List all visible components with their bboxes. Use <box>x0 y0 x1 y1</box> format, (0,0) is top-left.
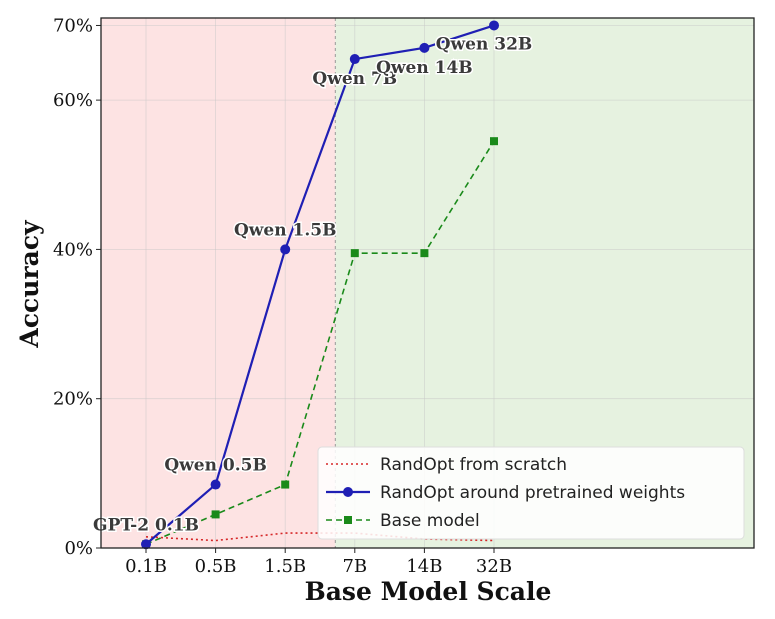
series-line-2 <box>145 140 495 546</box>
series-point-1 <box>349 54 360 65</box>
y-tick-label: 40% <box>53 239 93 260</box>
series-point-1 <box>280 244 291 255</box>
y-tick-label: 0% <box>64 538 93 559</box>
legend-label-1: RandOpt around pretrained weights <box>380 483 685 503</box>
red-region <box>101 18 336 548</box>
legend-marker-1 <box>343 487 353 497</box>
legend-marker-2 <box>344 516 352 524</box>
y-tick-label: 70% <box>53 15 93 36</box>
series-line-1 <box>145 24 495 546</box>
series-point-1 <box>419 42 430 53</box>
series-point-1 <box>210 479 221 490</box>
legend-label-2: Base model <box>380 511 480 531</box>
y-tick-label: 60% <box>53 90 93 111</box>
point-label: Qwen 0.5B <box>164 456 266 476</box>
legend-label-0: RandOpt from scratch <box>380 455 567 475</box>
series-point-2 <box>211 510 220 519</box>
x-axis-title: Base Model Scale <box>305 577 552 606</box>
point-label: Qwen 1.5B <box>234 220 336 240</box>
x-tick-label: 14B <box>406 556 442 577</box>
series-point-2 <box>350 249 359 258</box>
x-tick-label: 0.1B <box>125 556 167 577</box>
series-point-1 <box>489 20 499 31</box>
y-tick-label: 20% <box>53 389 93 410</box>
x-tick-label: 32B <box>476 556 512 577</box>
series-point-2 <box>490 137 498 146</box>
legend-box <box>317 446 745 540</box>
x-tick-label: 7B <box>342 556 367 577</box>
legend: RandOpt from scratch RandOpt around pretr… <box>317 446 745 540</box>
y-axis-title: Accuracy <box>15 219 44 349</box>
series-point-2 <box>281 480 290 489</box>
x-tick-label: 0.5B <box>195 556 237 577</box>
point-label: Qwen 7B <box>312 69 397 89</box>
point-label: GPT-2 0.1B <box>93 515 199 535</box>
x-tick-label: 1.5B <box>264 556 306 577</box>
series-point-1 <box>141 539 151 550</box>
plot-frame <box>100 17 755 549</box>
series-point-2 <box>420 249 429 258</box>
point-label: Qwen 14B <box>376 58 473 78</box>
point-label: Qwen 32B <box>436 34 533 54</box>
